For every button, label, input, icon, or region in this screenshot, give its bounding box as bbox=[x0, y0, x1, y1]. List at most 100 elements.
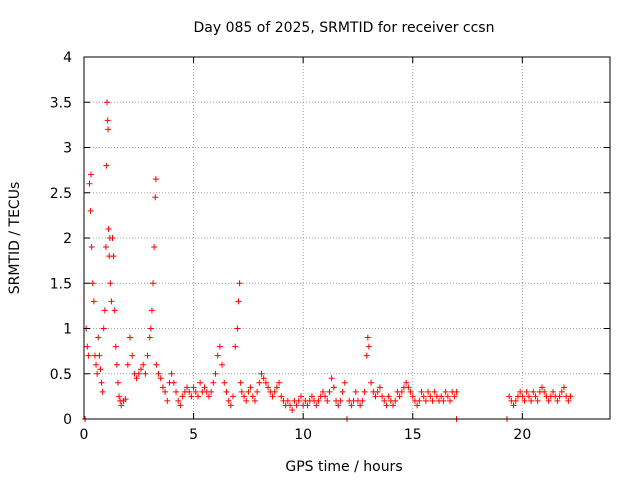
data-point bbox=[519, 393, 526, 400]
data-point bbox=[105, 126, 112, 133]
data-point bbox=[256, 379, 263, 386]
data-point bbox=[335, 402, 342, 409]
data-point bbox=[361, 388, 368, 395]
data-point bbox=[365, 343, 372, 350]
data-point bbox=[418, 388, 425, 395]
data-point bbox=[85, 352, 92, 359]
data-point bbox=[567, 393, 574, 400]
data-point bbox=[118, 402, 125, 409]
data-point bbox=[152, 194, 159, 201]
data-point bbox=[330, 384, 337, 391]
data-point bbox=[109, 235, 116, 241]
data-point bbox=[102, 244, 109, 251]
data-point bbox=[396, 393, 403, 400]
data-point bbox=[104, 117, 111, 124]
data-point bbox=[541, 388, 548, 395]
data-point bbox=[153, 361, 160, 368]
data-point bbox=[251, 397, 258, 404]
data-point bbox=[530, 388, 537, 395]
data-point bbox=[429, 397, 436, 404]
y-tick-label: 2.5 bbox=[50, 186, 72, 202]
data-point bbox=[186, 388, 193, 395]
data-point bbox=[164, 397, 171, 404]
data-point bbox=[273, 384, 280, 391]
data-point bbox=[84, 343, 91, 350]
data-point bbox=[88, 171, 95, 178]
data-point bbox=[93, 361, 100, 368]
data-point bbox=[308, 393, 315, 400]
data-point bbox=[560, 384, 567, 391]
x-tick-label: 10 bbox=[294, 427, 312, 443]
data-point bbox=[111, 307, 118, 314]
data-point bbox=[227, 402, 234, 409]
data-point bbox=[262, 379, 269, 386]
data-point bbox=[168, 370, 175, 377]
data-point bbox=[135, 370, 142, 377]
y-axis-label: SRMTID / TECUs bbox=[7, 182, 23, 295]
data-point bbox=[129, 352, 136, 359]
data-point bbox=[177, 402, 184, 409]
data-point bbox=[152, 176, 159, 183]
data-point bbox=[392, 397, 399, 404]
data-point bbox=[105, 225, 112, 232]
data-point bbox=[403, 379, 410, 386]
data-point bbox=[374, 388, 381, 395]
data-point bbox=[194, 393, 201, 400]
y-tick-label: 4 bbox=[63, 50, 72, 66]
data-point bbox=[122, 396, 129, 403]
data-point bbox=[254, 388, 261, 395]
data-point bbox=[95, 334, 102, 341]
data-point bbox=[142, 370, 149, 377]
data-point bbox=[101, 307, 108, 314]
y-tick-label: 0.5 bbox=[50, 367, 72, 383]
data-point bbox=[554, 397, 561, 404]
data-point bbox=[133, 375, 140, 382]
data-point bbox=[506, 393, 513, 400]
data-point bbox=[197, 379, 204, 386]
data-point bbox=[271, 388, 278, 395]
data-point bbox=[348, 402, 355, 409]
data-point bbox=[364, 334, 371, 341]
data-point bbox=[140, 361, 147, 368]
data-point bbox=[409, 393, 416, 400]
data-point bbox=[379, 393, 386, 400]
data-point bbox=[558, 388, 565, 395]
data-point bbox=[383, 402, 390, 409]
data-point bbox=[162, 388, 169, 395]
data-point bbox=[150, 280, 157, 287]
data-point bbox=[98, 379, 105, 386]
data-point bbox=[363, 352, 370, 359]
data-point bbox=[339, 388, 346, 395]
data-point bbox=[127, 334, 134, 341]
data-point bbox=[326, 388, 333, 395]
data-point bbox=[90, 298, 97, 305]
data-point bbox=[235, 298, 242, 305]
data-points bbox=[82, 99, 574, 422]
data-point bbox=[175, 397, 182, 404]
data-point bbox=[225, 397, 232, 404]
x-tick-label: 15 bbox=[404, 427, 422, 443]
data-point bbox=[532, 393, 539, 400]
data-point bbox=[210, 379, 217, 386]
data-point bbox=[188, 393, 195, 400]
data-point bbox=[539, 384, 546, 391]
data-point bbox=[293, 402, 300, 409]
x-tick-label: 20 bbox=[513, 427, 531, 443]
data-point bbox=[313, 402, 320, 409]
data-point bbox=[170, 379, 177, 386]
data-point bbox=[405, 384, 412, 391]
data-point bbox=[512, 397, 519, 404]
data-point bbox=[556, 393, 563, 400]
data-point bbox=[425, 388, 432, 395]
data-point bbox=[319, 388, 326, 395]
data-point bbox=[398, 388, 405, 395]
data-point bbox=[221, 379, 228, 386]
data-point bbox=[376, 384, 383, 391]
data-point bbox=[407, 388, 414, 395]
data-point bbox=[205, 393, 212, 400]
data-point bbox=[108, 298, 115, 305]
data-point bbox=[103, 162, 110, 169]
data-point bbox=[232, 343, 239, 350]
data-point bbox=[147, 325, 154, 332]
data-point bbox=[352, 388, 359, 395]
